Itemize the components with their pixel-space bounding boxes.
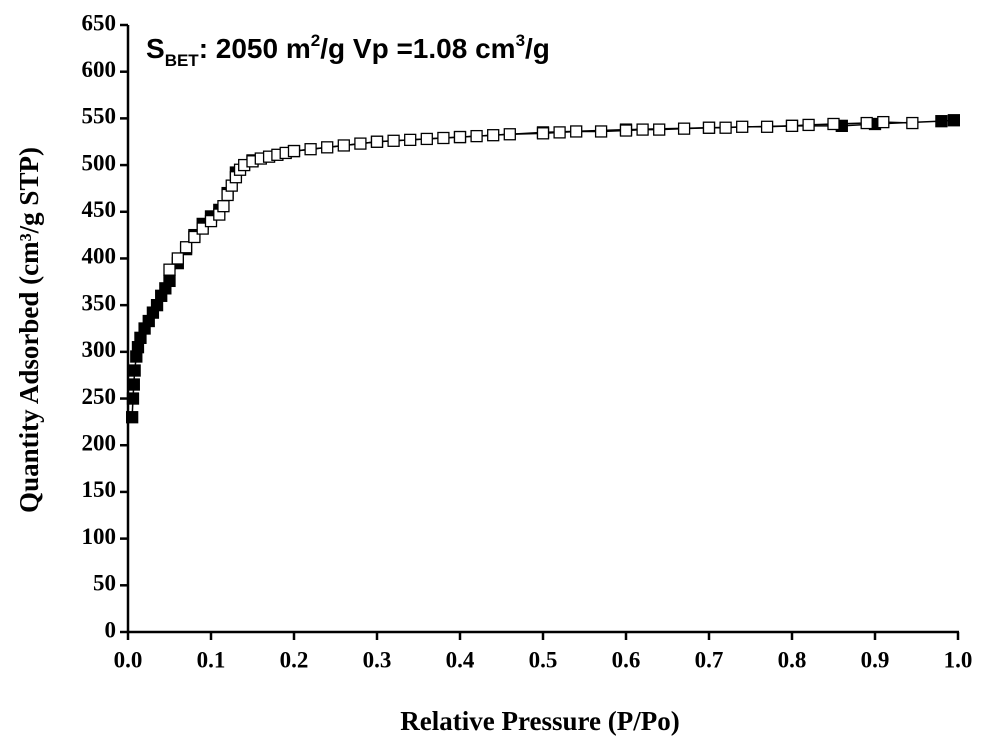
data-point (702, 121, 716, 134)
annotation-part: S (146, 33, 165, 64)
data-point (877, 115, 890, 129)
data-point (487, 129, 500, 142)
annotation-part: : 2050 m (199, 33, 311, 64)
data-point (570, 125, 583, 138)
data-point (827, 117, 840, 131)
data-point (860, 116, 873, 130)
x-tick-label: 0.9 (861, 647, 890, 672)
x-tick-label: 0.0 (114, 647, 143, 672)
data-point (420, 132, 433, 146)
data-point (128, 364, 141, 377)
y-tick-label: 400 (82, 244, 117, 269)
data-point (653, 123, 666, 136)
data-point (553, 126, 566, 139)
series-line (168, 121, 913, 271)
data-point (453, 130, 467, 144)
data-point (906, 116, 919, 130)
annotation-part: /g Vp =1.08 cm (320, 33, 515, 64)
data-point (337, 139, 350, 152)
annotation-part: BET (165, 51, 200, 70)
y-tick-label: 650 (82, 10, 117, 35)
data-point (171, 252, 184, 265)
data-point (636, 123, 649, 136)
data-point (126, 392, 140, 405)
data-point (370, 135, 384, 148)
x-tick-label: 1.0 (944, 647, 973, 672)
data-point (947, 114, 960, 127)
data-point (503, 128, 516, 141)
y-tick-label: 350 (82, 290, 117, 315)
x-tick-label: 0.7 (695, 647, 724, 672)
data-point (217, 200, 230, 213)
data-point (935, 115, 948, 128)
data-point (437, 131, 450, 145)
data-point (802, 118, 815, 132)
annotation: SBET: 2050 m2/g Vp =1.08 cm3/g (146, 31, 550, 70)
data-point (127, 378, 140, 391)
x-tick-label: 0.4 (446, 647, 475, 672)
y-axis-label: Quantity Adsorbed (cm³/g STP) (14, 147, 44, 513)
data-point (163, 274, 176, 288)
data-point (736, 120, 749, 133)
y-tick-label: 550 (82, 104, 117, 129)
data-point (287, 144, 301, 158)
y-tick-label: 250 (82, 384, 117, 409)
y-tick-label: 100 (82, 524, 117, 549)
x-tick-label: 0.1 (197, 647, 226, 672)
data-point (719, 121, 732, 134)
data-point (126, 411, 139, 424)
data-point (785, 119, 799, 133)
x-axis-label: Relative Pressure (P/Po) (400, 706, 679, 736)
data-point (196, 222, 209, 235)
annotation-part: /g (525, 33, 550, 64)
data-point (179, 241, 193, 254)
data-point (204, 214, 218, 228)
y-tick-label: 200 (82, 431, 117, 456)
data-point (594, 125, 608, 138)
data-point (470, 129, 483, 143)
annotation-part: 2 (311, 31, 320, 50)
data-point (760, 120, 774, 133)
data-point (188, 230, 201, 244)
data-point (321, 141, 334, 154)
data-point (354, 137, 367, 150)
data-point (677, 122, 691, 135)
y-tick-label: 450 (82, 197, 117, 222)
y-tick-label: 150 (82, 477, 117, 502)
y-tick-label: 500 (82, 150, 117, 175)
y-tick-label: 0 (105, 617, 117, 642)
x-tick-label: 0.2 (280, 647, 309, 672)
x-tick-label: 0.8 (778, 647, 807, 672)
x-tick-label: 0.6 (612, 647, 641, 672)
data-point (404, 133, 417, 147)
y-tick-label: 50 (93, 571, 116, 596)
annotation-part: 3 (516, 31, 525, 50)
x-tick-label: 0.3 (363, 647, 392, 672)
data-point (619, 124, 633, 137)
y-tick-label: 300 (82, 337, 117, 362)
data-point (387, 134, 400, 147)
x-tick-label: 0.5 (529, 647, 558, 672)
y-tick-label: 600 (82, 57, 117, 82)
data-point (304, 143, 317, 156)
data-point (163, 263, 176, 276)
data-point (536, 127, 550, 140)
